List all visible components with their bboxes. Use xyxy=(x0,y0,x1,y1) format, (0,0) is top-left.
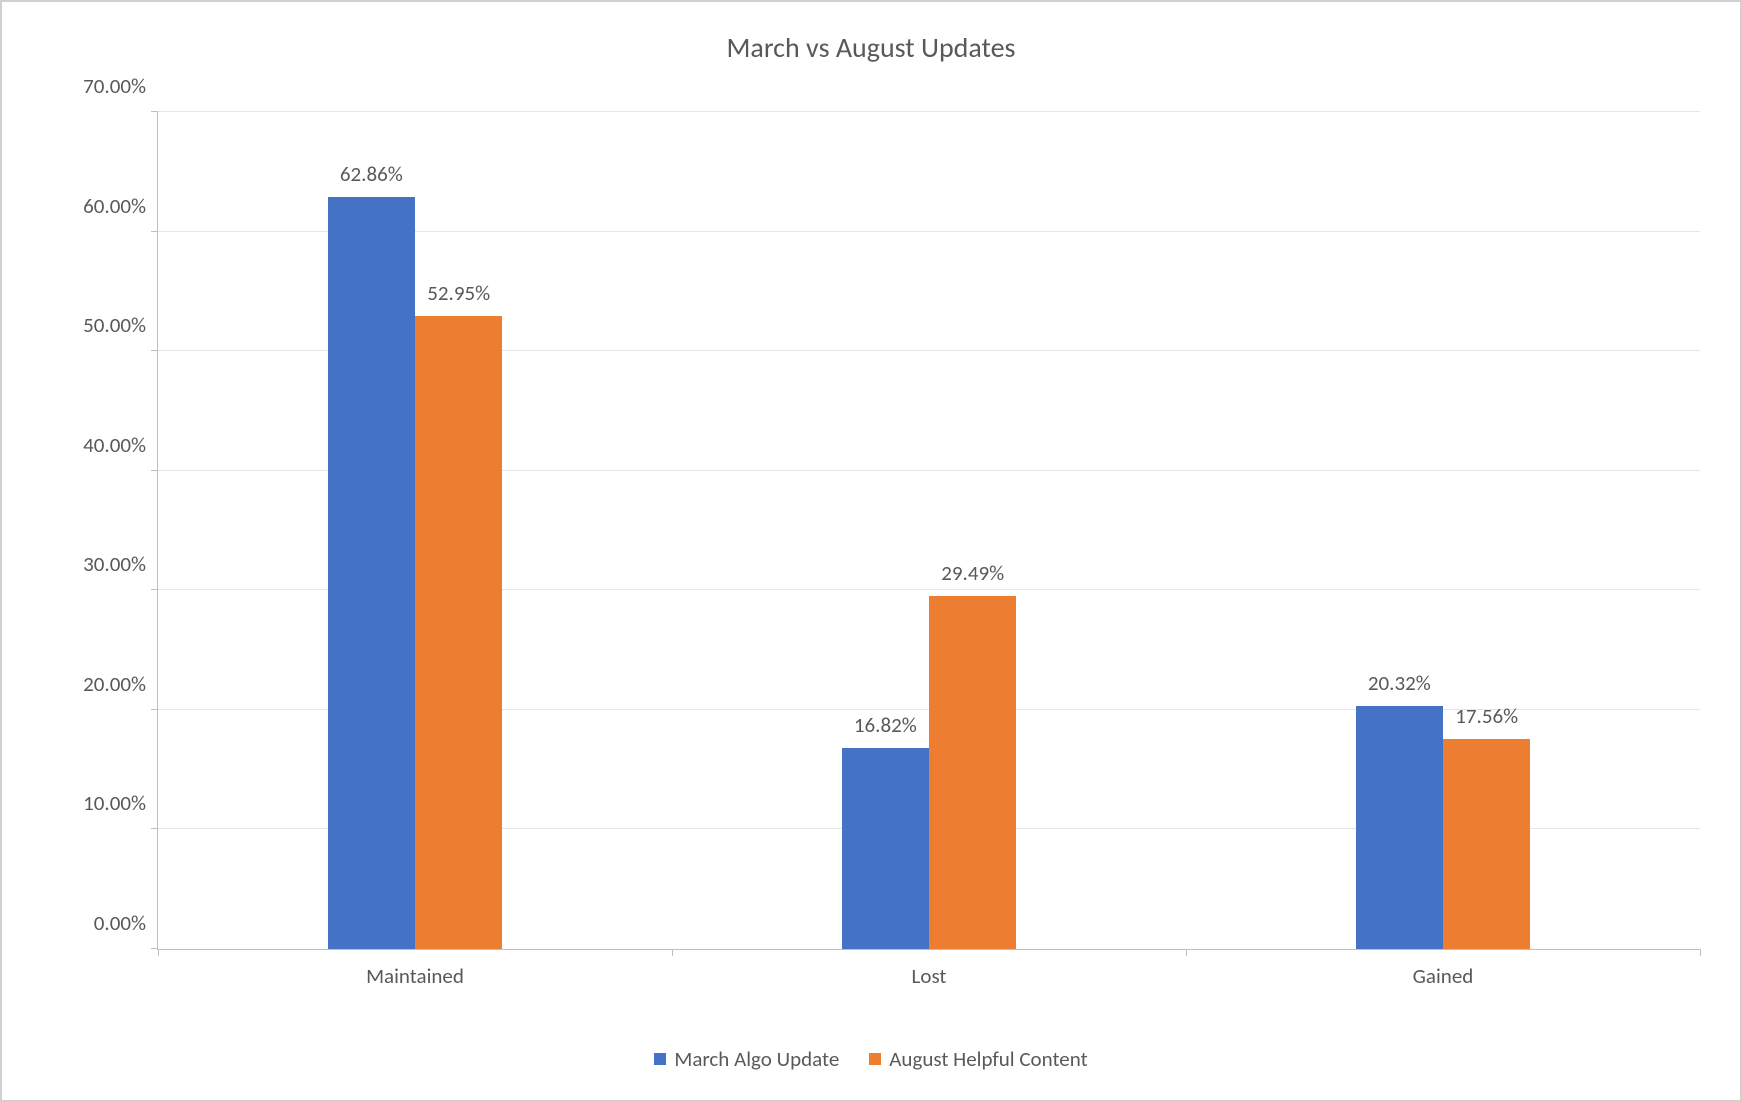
legend-swatch xyxy=(654,1053,666,1065)
bar: 17.56% xyxy=(1443,739,1530,949)
y-tick-mark xyxy=(151,828,158,829)
x-tick-mark xyxy=(1700,949,1701,956)
bar: 29.49% xyxy=(929,596,1016,949)
y-tick-mark xyxy=(151,470,158,471)
y-tick-mark xyxy=(151,231,158,232)
gridline xyxy=(158,111,1700,112)
bar: 20.32% xyxy=(1356,706,1443,949)
bar: 62.86% xyxy=(328,197,415,949)
legend: March Algo Update August Helpful Content xyxy=(2,1046,1740,1072)
y-tick-label: 20.00% xyxy=(83,671,158,697)
legend-label: August Helpful Content xyxy=(889,1046,1087,1072)
x-category-label: Maintained xyxy=(366,949,464,989)
data-label: 52.95% xyxy=(427,280,490,316)
bar: 16.82% xyxy=(842,748,929,949)
x-tick-mark xyxy=(158,949,159,956)
plot-area: 0.00%10.00%20.00%30.00%40.00%50.00%60.00… xyxy=(157,112,1700,950)
chart-container: March vs August Updates 0.00%10.00%20.00… xyxy=(0,0,1742,1102)
chart-title: March vs August Updates xyxy=(2,30,1740,65)
x-tick-mark xyxy=(672,949,673,956)
y-tick-label: 30.00% xyxy=(83,551,158,577)
data-label: 20.32% xyxy=(1368,670,1431,706)
data-label: 62.86% xyxy=(340,161,403,197)
chart-title-text: March vs August Updates xyxy=(726,30,1015,65)
y-tick-label: 40.00% xyxy=(83,432,158,458)
y-tick-mark xyxy=(151,948,158,949)
bar: 52.95% xyxy=(415,316,502,949)
x-tick-mark xyxy=(1186,949,1187,956)
data-label: 29.49% xyxy=(941,560,1004,596)
y-tick-label: 0.00% xyxy=(94,910,158,936)
y-tick-mark xyxy=(151,111,158,112)
legend-item: March Algo Update xyxy=(654,1046,839,1072)
y-tick-mark xyxy=(151,350,158,351)
x-category-label: Lost xyxy=(912,949,947,989)
x-category-label: Gained xyxy=(1413,949,1474,989)
data-label: 16.82% xyxy=(854,712,917,748)
legend-item: August Helpful Content xyxy=(869,1046,1087,1072)
y-tick-label: 10.00% xyxy=(83,790,158,816)
y-tick-label: 50.00% xyxy=(83,312,158,338)
legend-label: March Algo Update xyxy=(674,1046,839,1072)
y-tick-mark xyxy=(151,709,158,710)
legend-swatch xyxy=(869,1053,881,1065)
data-label: 17.56% xyxy=(1455,703,1518,739)
y-tick-label: 60.00% xyxy=(83,193,158,219)
y-tick-mark xyxy=(151,589,158,590)
y-tick-label: 70.00% xyxy=(83,73,158,99)
